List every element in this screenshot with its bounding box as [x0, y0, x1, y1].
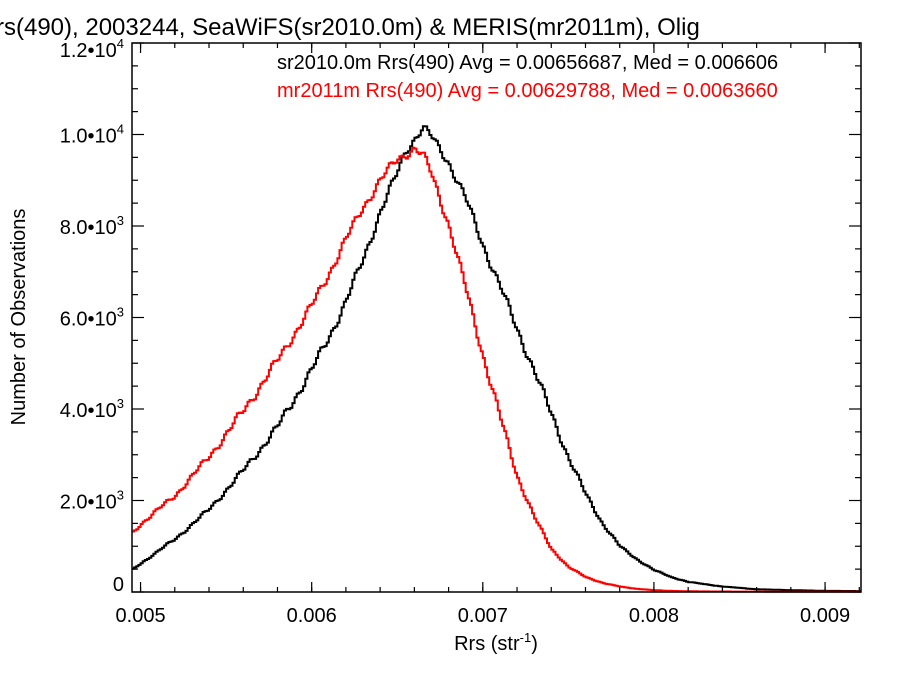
series-layer	[132, 125, 862, 593]
series-line-0	[132, 125, 862, 593]
x-axis-label: Rrs (str-1)	[454, 630, 538, 655]
y-tick-label-1: 2.0•103	[60, 488, 124, 514]
x-tick-label-4: 0.009	[800, 605, 850, 627]
series-line-1	[132, 146, 862, 593]
x-tick-label-0: 0.005	[116, 605, 166, 627]
plot-frame	[131, 42, 862, 593]
x-axis-label-superscript: -1	[520, 630, 532, 645]
annotation-meris: mr2011m Rrs(490) Avg = 0.00629788, Med =…	[277, 80, 778, 102]
y-tick-label-2: 4.0•103	[60, 396, 124, 422]
x-tick-label-1: 0.006	[287, 605, 337, 627]
annotation-seawifs: sr2010.0m Rrs(490) Avg = 0.00656687, Med…	[277, 52, 778, 74]
y-tick-label-0: 0	[113, 574, 124, 596]
y-tick-label-3: 6.0•103	[60, 305, 124, 331]
y-axis: 0 2.0•103 4.0•103 6.0•103 8.0•103 1.0•104 1.2•…	[60, 36, 861, 596]
y-tick-label-4: 8.0•103	[60, 213, 124, 239]
x-tick-label-2: 0.007	[458, 605, 508, 627]
y-axis-label: Number of Observations	[8, 209, 30, 426]
y-tick-label-6: 1.2•104	[60, 36, 124, 62]
chart-title: rs(490), 2003244, SeaWiFS(sr2010.0m) & M…	[0, 14, 700, 41]
y-tick-label-5: 1.0•104	[60, 122, 124, 148]
x-axis: 0.005 0.006 0.007 0.008 0.009	[116, 43, 860, 627]
x-tick-label-3: 0.008	[629, 605, 679, 627]
